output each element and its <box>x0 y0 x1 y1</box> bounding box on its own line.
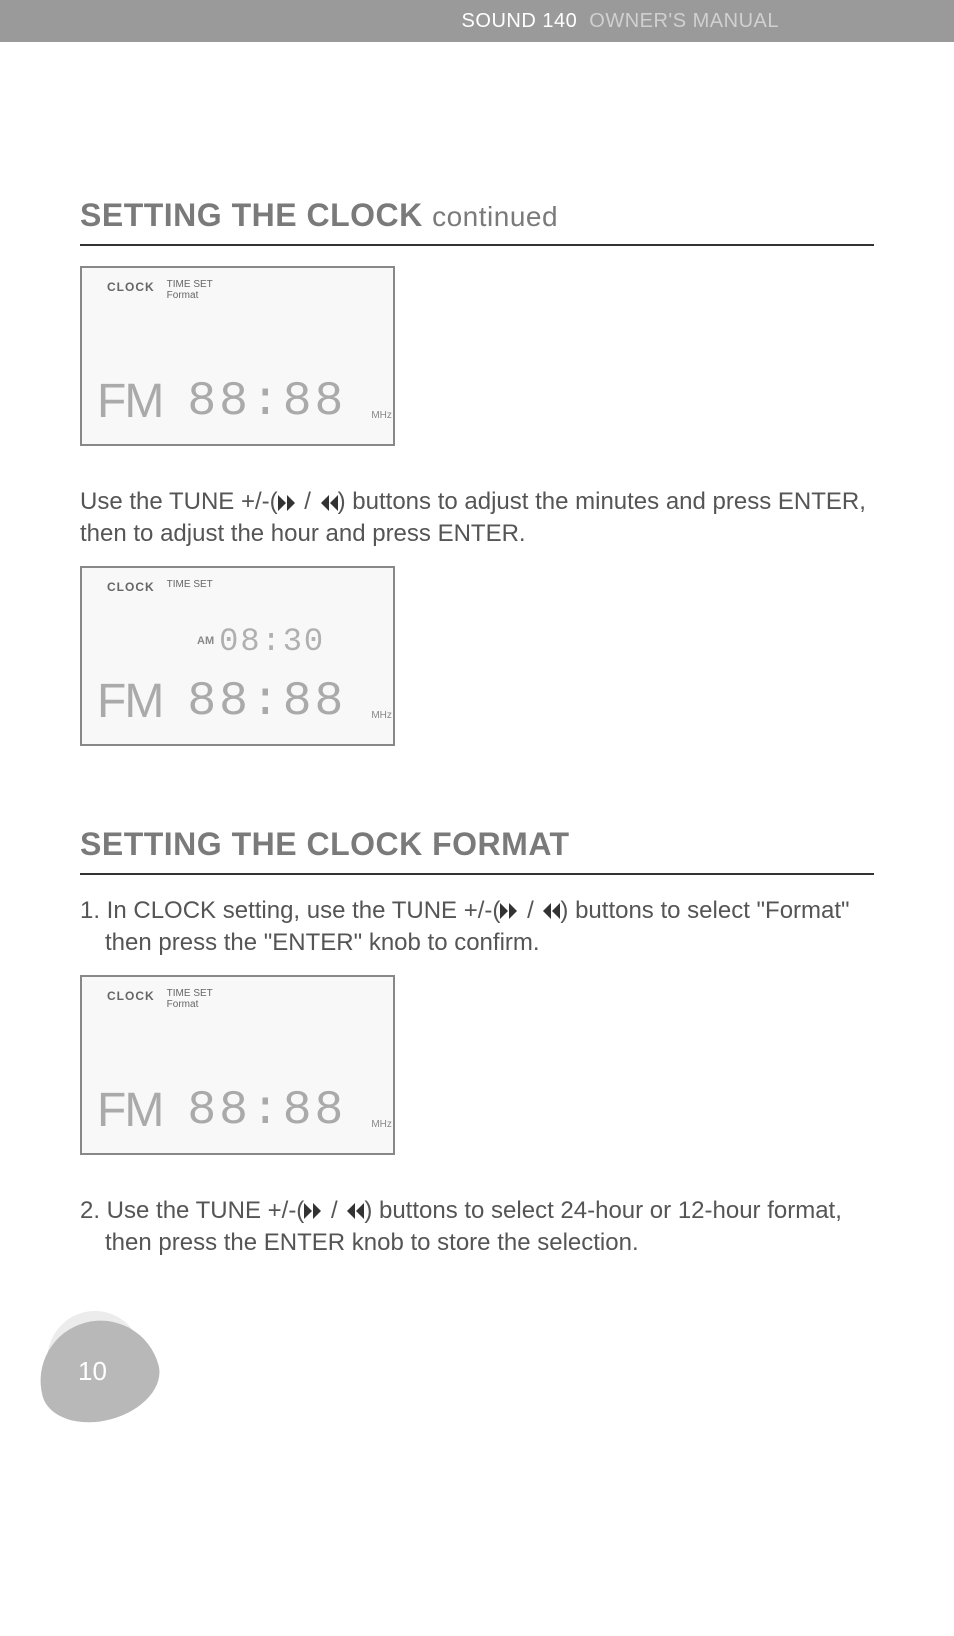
heading-main: SETTING THE CLOCK <box>80 197 423 233</box>
heading-sub: continued <box>432 201 558 232</box>
rewind-icon <box>540 903 560 919</box>
fast-forward-icon <box>304 1203 324 1219</box>
product-name: SOUND 140 <box>462 10 578 32</box>
page-number-badge: 10 <box>38 1321 158 1421</box>
header-bar: SOUND 140 OWNER'S MANUAL <box>0 0 954 42</box>
lcd-fm: FM <box>97 674 162 729</box>
lcd-sublabel: TIME SET <box>167 580 213 591</box>
rewind-icon <box>344 1203 364 1219</box>
lcd-top-row: CLOCK TIME SET Format <box>107 989 213 1011</box>
lcd-display-2: CLOCK TIME SET AM 08:30 FM 88:88 MHz <box>80 566 395 746</box>
lcd-fm: FM <box>97 374 162 429</box>
lcd-display-1: CLOCK TIME SET Format FM 88:88 MHz <box>80 266 395 446</box>
step2-before: 2. Use the TUNE +/-( <box>80 1197 304 1224</box>
rewind-icon <box>318 495 338 511</box>
page-content: SETTING THE CLOCK continued CLOCK TIME S… <box>0 42 954 1259</box>
lcd-middle-time: AM 08:30 <box>197 623 325 660</box>
lcd-am-label: AM <box>197 635 214 647</box>
lcd-top-row: CLOCK TIME SET Format <box>107 280 213 302</box>
lcd-time-digits: 08:30 <box>219 623 325 660</box>
lcd-freq: 88:88 <box>187 675 346 729</box>
lcd-timeset: TIME SET <box>167 989 213 999</box>
lcd-display-3: CLOCK TIME SET Format FM 88:88 MHz <box>80 975 395 1155</box>
text-before-1: Use the TUNE +/-( <box>80 488 278 515</box>
lcd-sublabel: TIME SET Format <box>167 280 213 302</box>
lcd-unit: MHz <box>371 710 392 721</box>
lcd-bottom-row: FM 88:88 MHz <box>97 674 392 729</box>
lcd-bottom-row: FM 88:88 MHz <box>97 1083 392 1138</box>
step-1-text: 1. In CLOCK setting, use the TUNE +/-( /… <box>80 895 874 960</box>
step-2-text: 2. Use the TUNE +/-( / ) buttons to sele… <box>80 1195 874 1260</box>
fast-forward-icon <box>500 903 520 919</box>
lcd-bottom-row: FM 88:88 MHz <box>97 374 392 429</box>
section-heading-format: SETTING THE CLOCK FORMAT <box>80 826 874 875</box>
lcd-clock-label: CLOCK <box>107 280 155 294</box>
lcd-timeset: TIME SET <box>167 280 213 290</box>
lcd-top-row: CLOCK TIME SET <box>107 580 213 594</box>
instruction-text-1: Use the TUNE +/-( / ) buttons to adjust … <box>80 486 874 551</box>
header-text: SOUND 140 OWNER'S MANUAL <box>462 10 779 33</box>
lcd-freq: 88:88 <box>187 375 346 429</box>
fast-forward-icon <box>278 495 298 511</box>
lcd-unit: MHz <box>371 1119 392 1130</box>
lcd-fm: FM <box>97 1083 162 1138</box>
lcd-clock-label: CLOCK <box>107 989 155 1003</box>
heading-format: SETTING THE CLOCK FORMAT <box>80 826 570 862</box>
lcd-freq: 88:88 <box>187 1084 346 1138</box>
section-heading-clock: SETTING THE CLOCK continued <box>80 197 874 246</box>
page-number: 10 <box>78 1356 107 1387</box>
manual-label: OWNER'S MANUAL <box>589 10 779 32</box>
lcd-unit: MHz <box>371 410 392 421</box>
lcd-clock-label: CLOCK <box>107 580 155 594</box>
lcd-format: Format <box>167 291 213 301</box>
lcd-sublabel: TIME SET Format <box>167 989 213 1011</box>
step1-before: 1. In CLOCK setting, use the TUNE +/-( <box>80 897 500 924</box>
lcd-format: Format <box>167 1000 213 1010</box>
lcd-timeset: TIME SET <box>167 580 213 590</box>
